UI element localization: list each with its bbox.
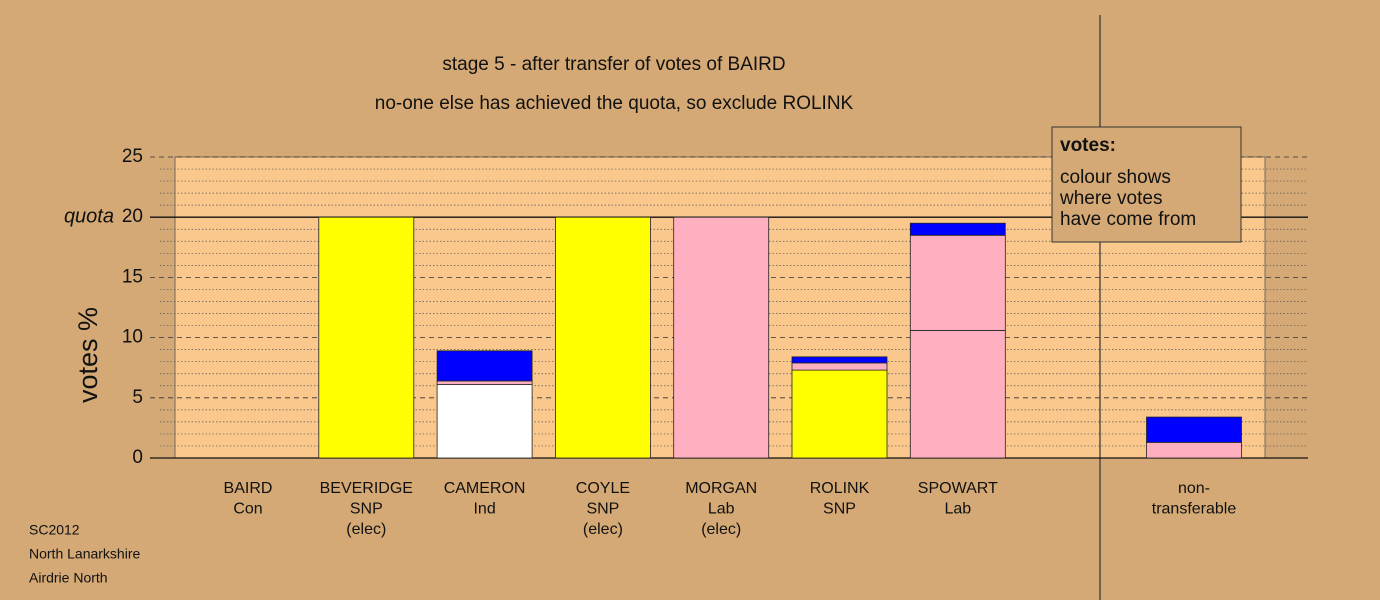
chart-subtitle: no-one else has achieved the quota, so e… [375,93,854,114]
x-tick-label: (elec) [346,521,386,538]
y-tick-label: 20 [122,206,143,227]
y-axis-label: votes % [73,307,103,403]
x-tick-label: SNP [350,501,383,518]
chart-title: stage 5 - after transfer of votes of BAI… [442,54,785,75]
y-tick-label: 25 [122,146,143,167]
bar-segment [909,329,1006,459]
bar-segment [673,216,770,459]
bar-segment [791,356,888,364]
bar-segment [436,384,533,459]
footer-text: Airdrie North [29,570,108,586]
x-tick-label: (elec) [583,521,623,538]
x-tick-label: SPOWART [918,480,998,497]
bar-segment [909,222,1006,236]
x-tick-label: BEVERIDGE [320,480,413,497]
x-tick-label: (elec) [701,521,741,538]
x-tick-label: ROLINK [810,480,870,497]
bar-segment [791,362,888,371]
y-tick-label: 15 [122,266,143,287]
legend-title: votes: [1060,135,1116,156]
bar-segment [909,234,1006,331]
y-tick-label: 0 [132,447,143,468]
legend-text: colour shows [1060,167,1171,188]
x-tick-label: Con [233,501,262,518]
x-tick-label: Lab [944,501,971,518]
y-tick-label: 5 [132,387,143,408]
footer-text: SC2012 [29,522,80,538]
bar-segment [436,350,533,382]
bar-segment [1146,416,1242,443]
x-tick-label: Lab [708,501,735,518]
marks: 0 5 10 15 20 25 quota BAIRD Con BEVERIDGE SNP (elec… [64,146,1308,538]
bar-segment [791,369,888,459]
x-tick-label: SNP [823,501,856,518]
x-tick-label: SNP [586,501,619,518]
x-tick-label: CAMERON [444,480,526,497]
footer-text: North Lanarkshire [29,546,140,562]
x-tick-label: BAIRD [224,480,273,497]
x-tick-label: MORGAN [685,480,757,497]
x-tick-label: COYLE [576,480,630,497]
y-tick-label: 10 [122,327,143,348]
bar-segment [318,216,415,459]
bar-segment [555,216,651,459]
bar-segment [1146,441,1242,459]
x-tick-label: non- [1178,480,1210,497]
x-tick-label: Ind [473,501,495,518]
legend-text: where votes [1059,188,1162,209]
legend-text: have come from [1060,209,1196,230]
x-tick-label: transferable [1152,501,1237,518]
quota-label: quota [64,205,114,227]
legend-box [1051,126,1242,243]
bar-segment [436,380,533,385]
